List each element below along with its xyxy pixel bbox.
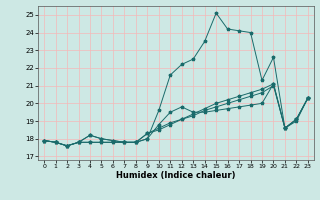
- X-axis label: Humidex (Indice chaleur): Humidex (Indice chaleur): [116, 171, 236, 180]
